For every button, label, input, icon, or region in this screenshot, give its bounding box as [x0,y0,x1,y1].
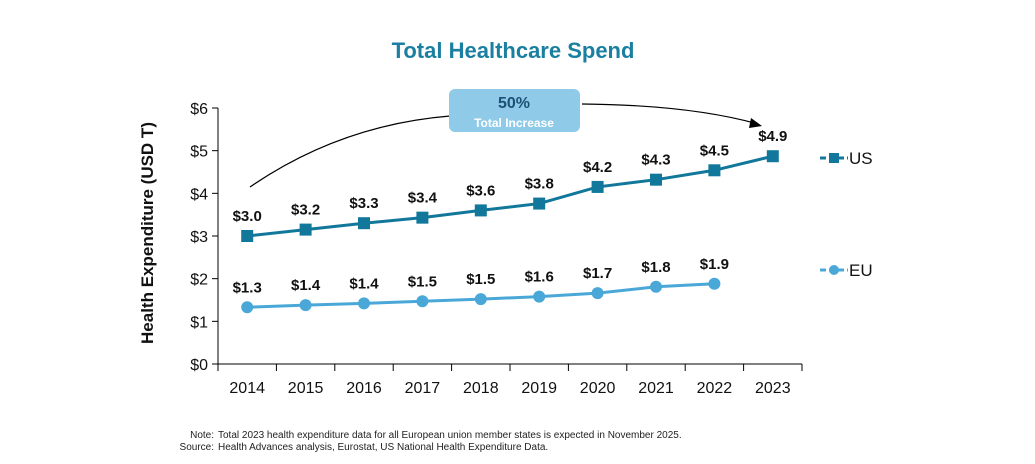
eu-point [241,301,254,314]
y-axis-label: Health Expenditure (USD T) [138,122,157,344]
callout: 50% Total Increase [249,89,762,188]
us-data-label: $3.0 [233,208,262,225]
eu-data-label: $1.5 [408,273,437,290]
us-data-label: $3.6 [466,182,495,199]
footnote-source: Source: Health Advances analysis, Eurosta… [168,442,549,454]
series-layer: $3.0 $3.2 $3.3 $3.4 $3.6 $3.8 $4.2 $4.3 $4.5 $4.9… [233,128,787,314]
callout-value: 50% [498,95,530,112]
legend-us-label: US [849,149,873,168]
eu-point [708,277,721,290]
x-tick-label: 2016 [346,380,382,397]
eu-point [650,280,662,293]
eu-data-label: $1.4 [349,275,379,292]
y-tick-label: $2 [190,272,208,289]
eu-point [416,295,429,308]
eu-data-label: $1.5 [466,271,495,288]
eu-point [358,297,370,310]
legend-eu-label: EU [849,261,873,280]
callout-arrow-right [581,103,759,125]
y-tick-label: $4 [190,186,208,203]
eu-point [299,299,312,312]
x-tick-label: 2017 [405,380,441,397]
us-point [533,197,546,210]
note-text: Total 2023 health expenditure data for a… [218,430,682,441]
us-point [474,204,487,217]
chart-title: Total Healthcare Spend [392,38,635,63]
eu-data-label: $1.9 [700,256,729,273]
eu-point [474,293,487,306]
source-text: Health Advances analysis, Eurostat, US N… [218,442,549,453]
x-tick-label: 2021 [638,380,674,397]
us-point [766,150,779,163]
y-tick-label: $0 [190,357,208,374]
eu-data-label: $1.3 [233,279,262,296]
x-tick-label: 2014 [229,380,265,397]
us-data-label: $3.2 [291,202,320,219]
us-point [241,230,254,242]
eu-data-label: $1.8 [641,259,670,276]
x-tick-label: 2023 [755,380,791,397]
us-data-label: $3.8 [525,176,554,193]
x-tick-label: 2018 [463,380,499,397]
source-label: Source: [179,442,214,453]
us-point [650,173,662,186]
x-tick-label: 2022 [697,380,733,397]
legend-us-marker [829,153,839,163]
us-point [591,180,604,193]
legend-eu-marker [829,265,839,275]
callout-text: Total Increase [474,116,554,130]
legend: US EU [820,149,873,280]
eu-data-label: $1.7 [583,265,612,282]
y-tick-label: $1 [190,314,208,331]
callout-arrowhead [749,118,762,128]
y-tick-label: $5 [190,144,208,161]
us-point [299,223,312,236]
us-point [416,211,429,224]
chart-svg: Total Healthcare Spend Health Expenditur… [138,38,873,397]
us-data-label: $4.2 [583,159,612,176]
us-data-label: $3.4 [408,190,438,207]
x-tick-label: 2020 [580,380,616,397]
note-label: Note: [190,430,214,441]
us-data-label: $4.3 [641,152,670,169]
callout-arrow-left [249,115,451,188]
x-tick-label: 2019 [521,380,557,397]
eu-data-label: $1.6 [525,269,554,286]
us-series-line [247,154,774,238]
us-data-label: $4.5 [700,142,729,159]
eu-data-label: $1.4 [291,277,321,294]
us-point [708,164,721,177]
axes: $0 $1 $2 $3 $4 $5 $6 2014 2015 2016 2017 2018 2019 20… [190,101,803,397]
eu-point [591,287,604,300]
footnote-note: Note: Total 2023 health expenditure data … [168,430,682,442]
y-tick-label: $3 [190,229,208,246]
callout-box [449,89,580,132]
x-tick-label: 2015 [288,380,324,397]
us-data-label: $4.9 [758,128,787,145]
us-data-label: $3.3 [349,195,378,212]
y-tick-label: $6 [190,101,208,118]
us-point [358,217,370,230]
eu-point [533,290,546,303]
